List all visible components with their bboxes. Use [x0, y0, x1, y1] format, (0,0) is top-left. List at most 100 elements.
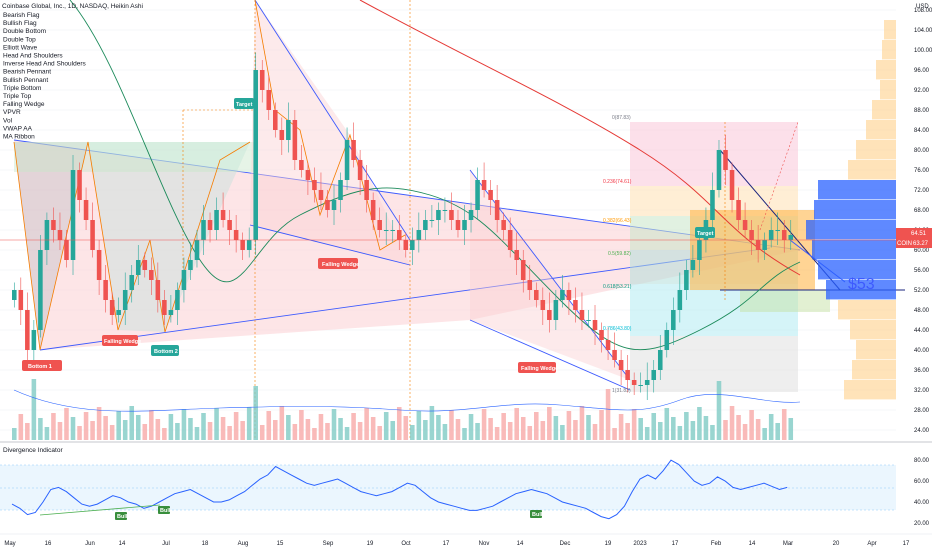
- candle-body: [377, 220, 382, 230]
- volume-bar: [736, 415, 741, 440]
- volume-bar: [618, 414, 624, 440]
- legend-item[interactable]: Vol: [3, 117, 13, 124]
- fib-zone-0: [630, 122, 798, 186]
- legend-item[interactable]: Double Top: [3, 36, 36, 43]
- price-tick: 48.00: [914, 308, 930, 314]
- time-axis[interactable]: May 16 Jun 14 Jul 18 Aug 15 Sep 19 Oct 17 Nov 14 Dec 19…: [4, 541, 910, 547]
- candle-body: [579, 310, 585, 320]
- volume-bar: [410, 425, 415, 440]
- candle-body: [396, 230, 402, 240]
- time-tick: Mar: [783, 541, 793, 547]
- volume-bar: [155, 419, 161, 440]
- legend-item[interactable]: Bullish Pennant: [3, 77, 48, 84]
- bull-tag-1-text: Bull: [117, 514, 128, 520]
- legend-item[interactable]: Triple Bottom: [3, 85, 41, 92]
- volume-bar: [710, 425, 715, 440]
- volume-bar: [83, 412, 89, 440]
- candle-body: [657, 350, 663, 370]
- volume-bar: [279, 406, 285, 440]
- volume-bar: [703, 416, 709, 440]
- candle-body: [423, 220, 428, 230]
- alt-price-badge: [896, 228, 932, 238]
- time-tick: 14: [119, 541, 126, 547]
- volume-bar: [762, 428, 767, 440]
- volume-bar: [383, 412, 389, 440]
- candle-body: [312, 180, 317, 190]
- legend-item[interactable]: VWAP AA: [3, 125, 33, 132]
- volume-bar: [547, 407, 552, 440]
- volume-bar: [781, 409, 787, 440]
- volume-bar: [181, 409, 187, 440]
- candle-body: [638, 385, 643, 386]
- legend-item[interactable]: Falling Wedge: [3, 101, 45, 108]
- candle-body: [207, 220, 213, 230]
- candle-body: [168, 310, 174, 315]
- bottom-2-tag: [151, 345, 179, 356]
- legend-item[interactable]: Inverse Head And Shoulders: [3, 61, 86, 68]
- candle-body: [462, 220, 467, 230]
- candle-body: [18, 290, 24, 310]
- candle-body: [651, 370, 657, 380]
- candle-body: [586, 320, 591, 321]
- candle-body: [162, 300, 167, 315]
- volume-bar: [214, 408, 219, 440]
- legend-item[interactable]: Bearish Pennant: [3, 69, 51, 76]
- volume-bar: [77, 426, 82, 440]
- volume-bar: [207, 422, 213, 440]
- candle-body: [299, 160, 304, 170]
- volume-bar: [566, 411, 572, 440]
- candle-body: [573, 300, 578, 310]
- time-tick: 16: [45, 541, 52, 547]
- candle-body: [109, 300, 115, 315]
- price-tick: 32.00: [914, 388, 930, 394]
- candle-body: [742, 220, 748, 230]
- candle-body: [122, 290, 128, 310]
- price-tick: 68.00: [914, 208, 930, 214]
- candle-body: [618, 360, 624, 370]
- time-tick: 19: [367, 541, 374, 547]
- candle-body: [344, 140, 350, 180]
- legend-item[interactable]: Head And Shoulders: [3, 53, 63, 60]
- candle-body: [83, 200, 89, 220]
- fib-label-4: 0.618(53.21): [603, 284, 632, 290]
- time-tick: 14: [749, 541, 756, 547]
- candle-body: [31, 330, 37, 350]
- vpvr-bar: [826, 280, 896, 300]
- candle-body: [266, 90, 272, 110]
- volume-bar: [429, 406, 435, 440]
- candle-body: [501, 220, 506, 230]
- vpvr-bar: [838, 300, 896, 320]
- volume-bar: [292, 424, 298, 440]
- time-tick: 18: [202, 541, 209, 547]
- candle-body: [96, 250, 102, 280]
- legend-item[interactable]: MA Ribbon: [3, 134, 35, 141]
- legend-item[interactable]: Bullish Flag: [3, 20, 37, 27]
- candle-body: [351, 140, 356, 160]
- price-axis-currency: USD: [916, 4, 929, 10]
- candle-body: [729, 170, 735, 200]
- legend-item[interactable]: Triple Top: [3, 93, 32, 100]
- volume-bar: [64, 408, 69, 440]
- time-tick: Jun: [85, 541, 95, 547]
- candle-body: [240, 240, 245, 250]
- volume-bar: [436, 415, 441, 440]
- candle-body: [383, 230, 389, 231]
- price-tick: 60.00: [914, 248, 930, 254]
- volume-bar: [514, 408, 519, 440]
- time-tick: Jul: [162, 541, 170, 547]
- time-tick: 15: [277, 541, 284, 547]
- vpvr-bar: [884, 20, 896, 40]
- legend-item[interactable]: VPVR: [3, 109, 21, 116]
- candle-body: [214, 210, 219, 230]
- fib-label-0: 0(87.83): [612, 115, 631, 121]
- legend-item[interactable]: Elliott Wave: [3, 44, 37, 51]
- volume-bar: [57, 422, 63, 440]
- time-tick: 17: [903, 541, 910, 547]
- legend-item[interactable]: Bearish Flag: [3, 12, 40, 19]
- volume-bar: [534, 412, 539, 440]
- legend-item[interactable]: Double Bottom: [3, 28, 46, 35]
- volume-bar: [462, 428, 467, 440]
- divergence-pane: Divergence Indicator Bull Bull Bull 80.0…: [0, 447, 930, 527]
- candle-body: [788, 235, 794, 240]
